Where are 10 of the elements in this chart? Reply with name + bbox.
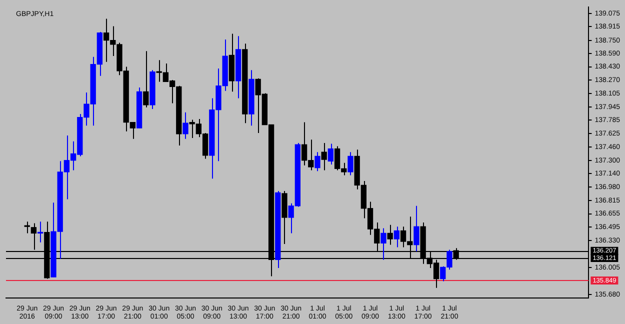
candlestick [314,152,320,172]
candlestick [380,228,386,260]
candlestick [328,143,334,165]
candlestick [394,226,400,248]
candlestick [143,50,149,108]
candlestick [387,224,393,246]
candlestick [414,205,420,252]
candlestick [348,152,354,176]
candlestick [182,112,188,140]
candlestick [321,142,327,171]
